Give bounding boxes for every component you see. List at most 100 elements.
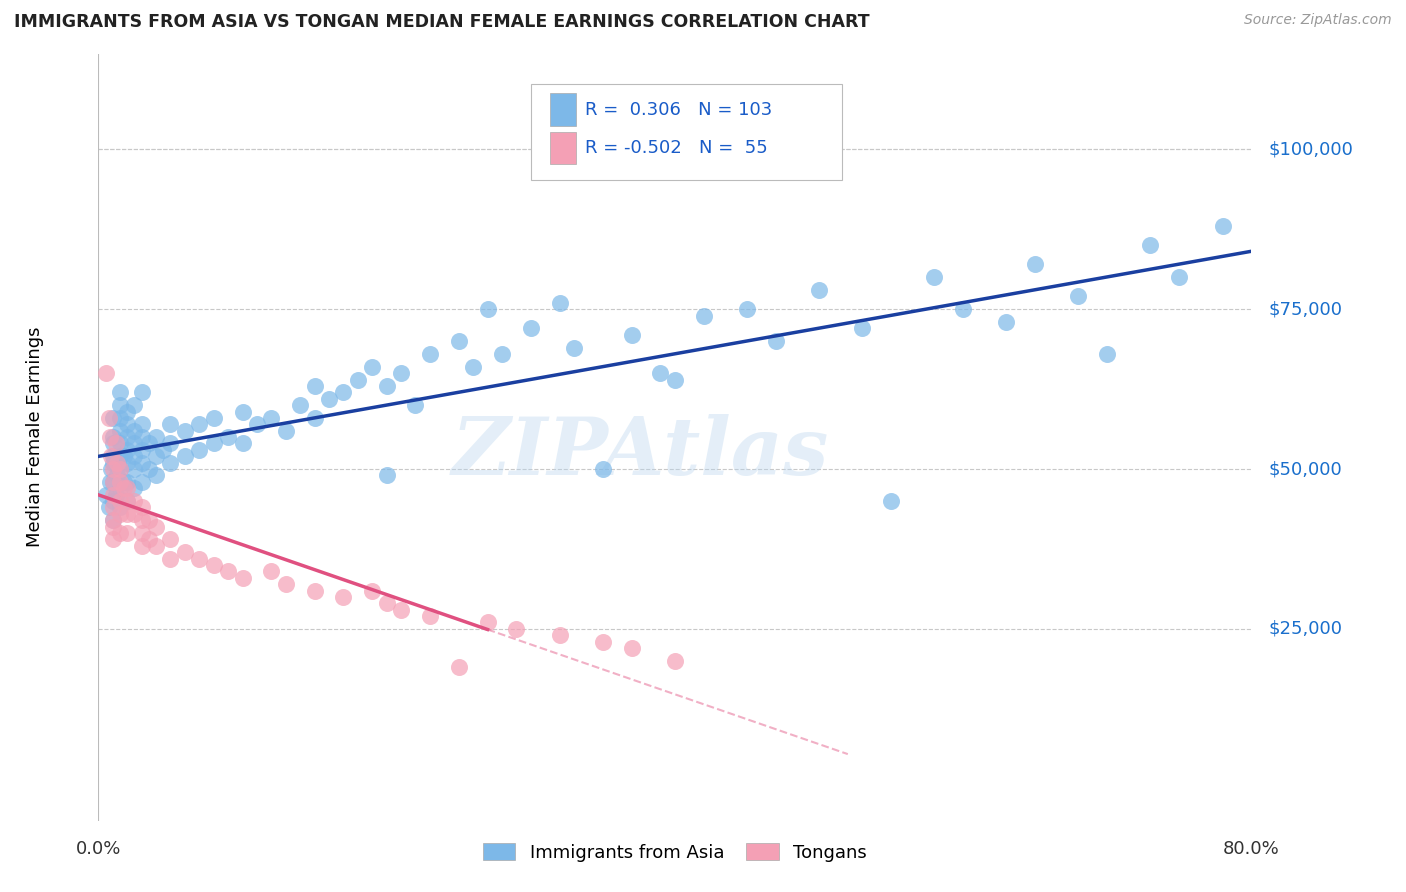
- Point: [260, 410, 283, 425]
- Point: [101, 513, 124, 527]
- Point: [131, 385, 153, 400]
- Point: [159, 456, 181, 470]
- Point: [650, 366, 672, 380]
- Point: [1024, 258, 1046, 272]
- Point: [131, 539, 153, 553]
- Point: [664, 373, 686, 387]
- Point: [105, 456, 128, 470]
- Point: [117, 442, 139, 457]
- Point: [1097, 347, 1119, 361]
- Point: [952, 302, 974, 317]
- FancyBboxPatch shape: [550, 132, 575, 164]
- Point: [361, 583, 384, 598]
- Point: [735, 302, 758, 317]
- Point: [98, 475, 121, 489]
- Point: [124, 462, 146, 476]
- Point: [101, 513, 124, 527]
- Point: [620, 327, 643, 342]
- Point: [152, 442, 174, 457]
- Point: [765, 334, 787, 349]
- Text: $100,000: $100,000: [1268, 140, 1354, 159]
- Point: [131, 500, 153, 515]
- Point: [159, 551, 181, 566]
- Point: [101, 487, 124, 501]
- Point: [101, 500, 124, 515]
- Point: [117, 526, 139, 541]
- Text: $50,000: $50,000: [1268, 460, 1343, 478]
- Point: [112, 475, 135, 489]
- Point: [100, 462, 122, 476]
- Point: [851, 321, 873, 335]
- Point: [101, 430, 124, 444]
- Text: Median Female Earnings: Median Female Earnings: [25, 326, 44, 548]
- Point: [108, 462, 131, 476]
- Point: [592, 634, 614, 648]
- Point: [880, 494, 903, 508]
- Point: [174, 545, 197, 559]
- Point: [548, 628, 571, 642]
- Point: [159, 436, 181, 450]
- Point: [159, 533, 181, 547]
- Legend: Immigrants from Asia, Tongans: Immigrants from Asia, Tongans: [475, 836, 875, 869]
- Point: [145, 430, 167, 444]
- Point: [693, 309, 716, 323]
- Point: [131, 442, 153, 457]
- Point: [1212, 219, 1234, 234]
- Point: [101, 456, 124, 470]
- Point: [124, 436, 146, 450]
- Point: [231, 571, 254, 585]
- Point: [202, 410, 225, 425]
- Point: [131, 456, 153, 470]
- Point: [1168, 270, 1191, 285]
- Point: [108, 398, 131, 412]
- Point: [117, 494, 139, 508]
- Point: [375, 596, 398, 610]
- Point: [304, 583, 326, 598]
- Point: [104, 436, 127, 450]
- Text: $25,000: $25,000: [1268, 620, 1343, 638]
- Point: [117, 475, 139, 489]
- Point: [101, 475, 124, 489]
- Point: [117, 456, 139, 470]
- Point: [405, 398, 427, 412]
- Point: [131, 475, 153, 489]
- Point: [808, 283, 831, 297]
- Point: [131, 513, 153, 527]
- Point: [112, 450, 135, 464]
- Point: [231, 404, 254, 418]
- Point: [131, 417, 153, 432]
- Point: [100, 450, 122, 464]
- Point: [505, 622, 527, 636]
- Point: [101, 436, 124, 450]
- Point: [1139, 238, 1161, 252]
- Point: [108, 475, 131, 489]
- Point: [101, 410, 124, 425]
- Point: [124, 398, 146, 412]
- Point: [491, 347, 513, 361]
- Point: [246, 417, 269, 432]
- Point: [138, 513, 160, 527]
- Point: [389, 603, 412, 617]
- Point: [188, 442, 211, 457]
- Point: [112, 481, 135, 495]
- Point: [117, 430, 139, 444]
- Point: [447, 334, 470, 349]
- Point: [304, 410, 326, 425]
- Point: [124, 450, 146, 464]
- Point: [304, 379, 326, 393]
- Text: ZIPAtlas: ZIPAtlas: [451, 414, 830, 491]
- Point: [188, 417, 211, 432]
- Point: [260, 565, 283, 579]
- Point: [274, 577, 297, 591]
- Point: [145, 450, 167, 464]
- Point: [108, 436, 131, 450]
- Point: [318, 392, 340, 406]
- Point: [1067, 289, 1090, 303]
- Point: [124, 424, 146, 438]
- Point: [389, 366, 412, 380]
- Point: [332, 590, 354, 604]
- Text: 80.0%: 80.0%: [1223, 840, 1279, 858]
- Point: [995, 315, 1018, 329]
- Point: [562, 341, 585, 355]
- Point: [346, 373, 368, 387]
